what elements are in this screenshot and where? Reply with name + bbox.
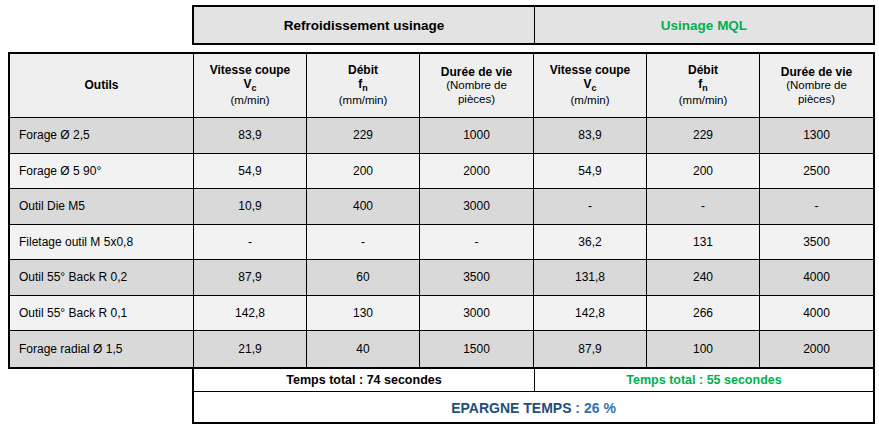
value-cell: 130 [307,296,420,332]
value-cell: 142,8 [194,296,307,332]
value-cell: 2000 [420,154,534,190]
value-cell: 40 [307,331,420,367]
value-cell: 10,9 [194,189,307,225]
value-cell: 142,8 [534,296,647,332]
time-savings-value: 26 % [584,400,616,416]
value-cell: 54,9 [534,154,647,190]
value-cell: 87,9 [534,331,647,367]
row-label: Outil 55° Back R 0,1 [10,296,194,332]
symbol-vc: Vc [243,77,256,94]
value-cell: 240 [647,260,760,296]
value-cell: 4000 [760,260,873,296]
symbol-vc: Vc [583,77,596,94]
total-time-cooling: Temps total : 74 secondes [194,369,535,391]
time-savings-banner: EPARGNE TEMPS : 26 % [194,392,873,423]
value-cell: 3000 [420,296,534,332]
group-header-mql: Usinage MQL [535,7,873,43]
value-cell: 36,2 [534,225,647,261]
value-cell: 87,9 [194,260,307,296]
value-cell: 100 [647,331,760,367]
value-cell: 83,9 [534,118,647,154]
column-header-duree-cooling: Durée de vie (Nombre de pièces) [420,54,534,118]
column-header-vitesse-cooling: Vitesse coupe Vc (m/min) [194,54,307,118]
value-cell: 21,9 [194,331,307,367]
column-header-debit-cooling: Débit fn (mm/min) [307,54,420,118]
value-cell: 1300 [760,118,873,154]
value-cell: 266 [647,296,760,332]
value-cell: 54,9 [194,154,307,190]
row-label: Outil 55° Back R 0,2 [10,260,194,296]
value-cell: 4000 [760,296,873,332]
value-cell: 2500 [760,154,873,190]
value-cell: 229 [307,118,420,154]
time-savings-separator: : [571,400,583,416]
column-header-outils: Outils [10,54,194,118]
group-header-cooling: Refroidissement usinage [194,7,535,43]
value-cell: - [420,225,534,261]
value-cell: - [760,189,873,225]
value-cell: - [647,189,760,225]
total-time-mql: Temps total : 55 secondes [535,369,873,391]
value-cell: 3500 [420,260,534,296]
row-label: Forage radial Ø 1,5 [10,331,194,367]
column-header-label: Outils [84,78,118,92]
value-cell: - [194,225,307,261]
machining-comparison-table: Refroidissement usinage Usinage MQL Outi… [0,0,879,430]
row-label: Forage Ø 2,5 [10,118,194,154]
value-cell: 200 [647,154,760,190]
row-label: Outil Die M5 [10,189,194,225]
row-label: Filetage outil M 5x0,8 [10,225,194,261]
value-cell: 131,8 [534,260,647,296]
value-cell: 60 [307,260,420,296]
column-header-debit-mql: Débit fn (mm/min) [647,54,760,118]
time-savings-label: EPARGNE TEMPS [451,400,571,416]
column-header-vitesse-mql: Vitesse coupe Vc (m/min) [534,54,647,118]
symbol-fn: fn [698,77,708,94]
data-table: Outils Vitesse coupe Vc (m/min) Débit fn… [8,52,875,369]
value-cell: 400 [307,189,420,225]
row-label: Forage Ø 5 90° [10,154,194,190]
value-cell: - [534,189,647,225]
column-header-duree-mql: Durée de vie (Nombre de pièces) [760,54,873,118]
value-cell: 2000 [760,331,873,367]
value-cell: 229 [647,118,760,154]
value-cell: 1500 [420,331,534,367]
symbol-fn: fn [358,77,368,94]
totals-row: Temps total : 74 secondes Temps total : … [194,369,873,392]
value-cell: 1000 [420,118,534,154]
value-cell: 3500 [760,225,873,261]
value-cell: 200 [307,154,420,190]
value-cell: 131 [647,225,760,261]
value-cell: 3000 [420,189,534,225]
group-header-row: Refroidissement usinage Usinage MQL [192,5,875,45]
value-cell: - [307,225,420,261]
footer-summary: Temps total : 74 secondes Temps total : … [192,369,875,424]
value-cell: 83,9 [194,118,307,154]
